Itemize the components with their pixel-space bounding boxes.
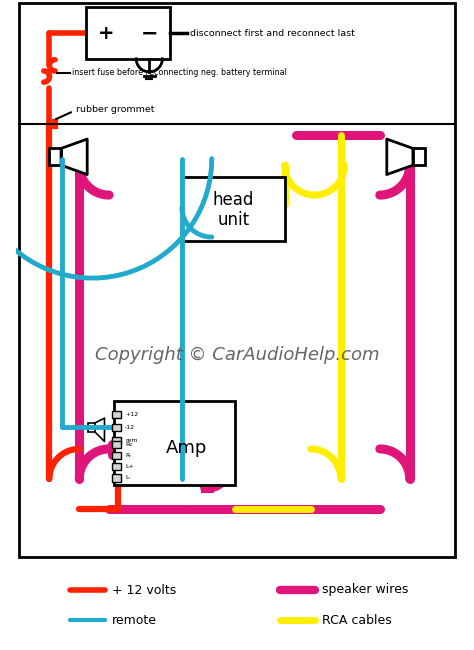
Text: RCA cables: RCA cables <box>322 614 392 627</box>
Text: rem: rem <box>125 438 137 443</box>
Text: disconnect first and reconnect last: disconnect first and reconnect last <box>191 29 355 38</box>
Bar <box>112 437 121 444</box>
Bar <box>112 411 121 418</box>
Text: head: head <box>212 190 254 209</box>
Text: + 12 volts: + 12 volts <box>112 584 176 597</box>
Text: rubber grommet: rubber grommet <box>75 105 154 114</box>
Bar <box>112 441 121 448</box>
Bar <box>49 148 61 165</box>
Text: unit: unit <box>217 211 249 229</box>
Text: insert fuse before reconnecting neg. battery terminal: insert fuse before reconnecting neg. bat… <box>72 68 287 77</box>
Bar <box>114 401 235 486</box>
Bar <box>112 452 121 459</box>
Text: +12: +12 <box>125 412 138 417</box>
Bar <box>112 424 121 431</box>
Text: L-: L- <box>125 475 131 480</box>
Bar <box>88 422 95 432</box>
Text: Rc: Rc <box>125 442 133 447</box>
Text: R-: R- <box>125 453 131 458</box>
Text: remote: remote <box>112 614 157 627</box>
Bar <box>182 177 284 240</box>
Text: Copyright © CarAudioHelp.com: Copyright © CarAudioHelp.com <box>95 346 379 363</box>
Text: Amp: Amp <box>166 439 207 457</box>
Text: −: − <box>140 23 158 43</box>
Polygon shape <box>387 139 413 175</box>
Text: L+: L+ <box>125 464 134 469</box>
Polygon shape <box>61 139 87 175</box>
Text: +: + <box>98 23 115 43</box>
Bar <box>112 463 121 471</box>
Bar <box>86 7 170 58</box>
Text: speaker wires: speaker wires <box>322 584 409 597</box>
Bar <box>112 474 121 482</box>
Text: -12: -12 <box>125 425 135 430</box>
Bar <box>413 148 425 165</box>
